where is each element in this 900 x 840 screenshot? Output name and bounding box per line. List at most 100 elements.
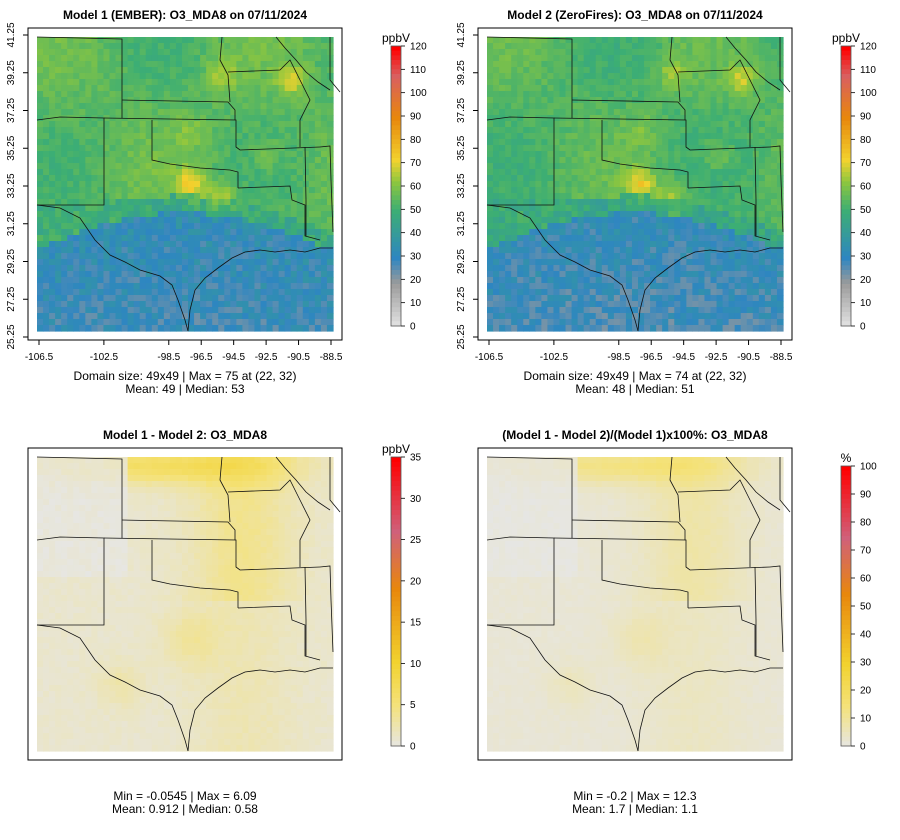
grid-cell — [194, 259, 201, 266]
grid-cell — [188, 313, 195, 320]
grid-cell — [236, 325, 243, 332]
grid-cell — [67, 49, 74, 56]
grid-cell — [716, 61, 724, 68]
grid-cell — [716, 85, 724, 92]
grid-cell — [55, 73, 62, 80]
grid-cell — [764, 109, 772, 116]
grid-cell — [686, 67, 693, 74]
grid-cell — [169, 289, 177, 296]
grid-cell — [613, 265, 621, 272]
grid-cell — [638, 295, 645, 302]
grid-cell — [698, 109, 706, 116]
grid-cell — [559, 319, 567, 326]
grid-cell — [493, 97, 500, 104]
grid-cell — [517, 289, 524, 296]
grid-cell — [541, 235, 549, 242]
grid-cell — [493, 265, 500, 272]
colorbar-segment — [391, 200, 401, 206]
grid-cell — [278, 289, 286, 296]
grid-cell — [49, 49, 56, 56]
grid-cell — [109, 157, 117, 164]
grid-cell — [638, 169, 645, 176]
grid-cell — [535, 169, 542, 176]
grid-cell — [493, 79, 500, 86]
grid-cell — [493, 169, 500, 176]
grid-cell — [631, 79, 639, 86]
grid-cell — [254, 307, 262, 314]
grid-cell — [493, 73, 500, 80]
grid-cell — [625, 283, 633, 290]
grid-cell — [79, 163, 86, 170]
grid-cell — [163, 319, 171, 326]
grid-cell — [758, 169, 766, 176]
grid-cell — [607, 91, 615, 98]
grid-cell — [493, 277, 500, 284]
grid-cell — [553, 235, 561, 242]
grid-cell — [284, 61, 292, 68]
grid-cell — [308, 169, 316, 176]
grid-cell — [619, 289, 627, 296]
grid-cell — [583, 133, 591, 140]
grid-cell — [254, 49, 262, 56]
grid-cell — [535, 187, 542, 194]
grid-cell — [163, 229, 171, 236]
grid-cell — [188, 235, 195, 242]
grid-cell — [589, 61, 597, 68]
grid-cell — [644, 151, 651, 158]
grid-cell — [169, 187, 177, 194]
grid-cell — [43, 301, 50, 308]
grid-cell — [625, 193, 633, 200]
grid-cell — [91, 289, 99, 296]
grid-cell — [67, 85, 74, 92]
grid-cell — [194, 295, 201, 302]
grid-cell — [668, 187, 675, 194]
grid-cell — [109, 133, 117, 140]
grid-cell — [103, 199, 111, 206]
grid-cell — [728, 121, 736, 128]
grid-cell — [541, 91, 549, 98]
grid-cell — [175, 37, 183, 44]
grid-cell — [151, 211, 159, 218]
grid-cell — [571, 187, 579, 194]
grid-cell — [67, 247, 74, 254]
grid-cell — [517, 151, 524, 158]
grid-cell — [752, 103, 760, 110]
grid-cell — [638, 325, 645, 332]
grid-cell — [302, 97, 310, 104]
grid-cell — [133, 259, 141, 266]
grid-cell — [115, 319, 123, 326]
grid-cell — [37, 325, 44, 332]
grid-cell — [625, 205, 633, 212]
grid-cell — [224, 91, 231, 98]
grid-cell — [200, 259, 207, 266]
grid-cell — [97, 223, 105, 230]
grid-cell — [314, 289, 322, 296]
grid-cell — [79, 115, 86, 122]
grid-cell — [236, 139, 243, 146]
grid-cell — [157, 43, 165, 50]
grid-cell — [511, 103, 518, 110]
grid-cell — [668, 73, 675, 80]
grid-cell — [535, 121, 542, 128]
grid-cell — [644, 313, 651, 320]
grid-cell — [188, 103, 195, 110]
grid-cell — [55, 85, 62, 92]
grid-cell — [218, 259, 225, 266]
grid-cell — [314, 61, 322, 68]
grid-cell — [248, 301, 256, 308]
grid-cell — [565, 55, 573, 62]
grid-cell — [758, 79, 766, 86]
grid-cell — [577, 325, 585, 332]
grid-cell — [157, 85, 165, 92]
grid-cell — [692, 325, 700, 332]
grid-cell — [704, 175, 712, 182]
grid-cell — [109, 151, 117, 158]
grid-cell — [248, 265, 256, 272]
grid-cell — [151, 235, 159, 242]
grid-cell — [686, 205, 693, 212]
grid-cell — [260, 295, 268, 302]
grid-cell — [127, 223, 135, 230]
grid-cell — [49, 157, 56, 164]
grid-cell — [97, 145, 105, 152]
colorbar-segment — [391, 50, 401, 56]
